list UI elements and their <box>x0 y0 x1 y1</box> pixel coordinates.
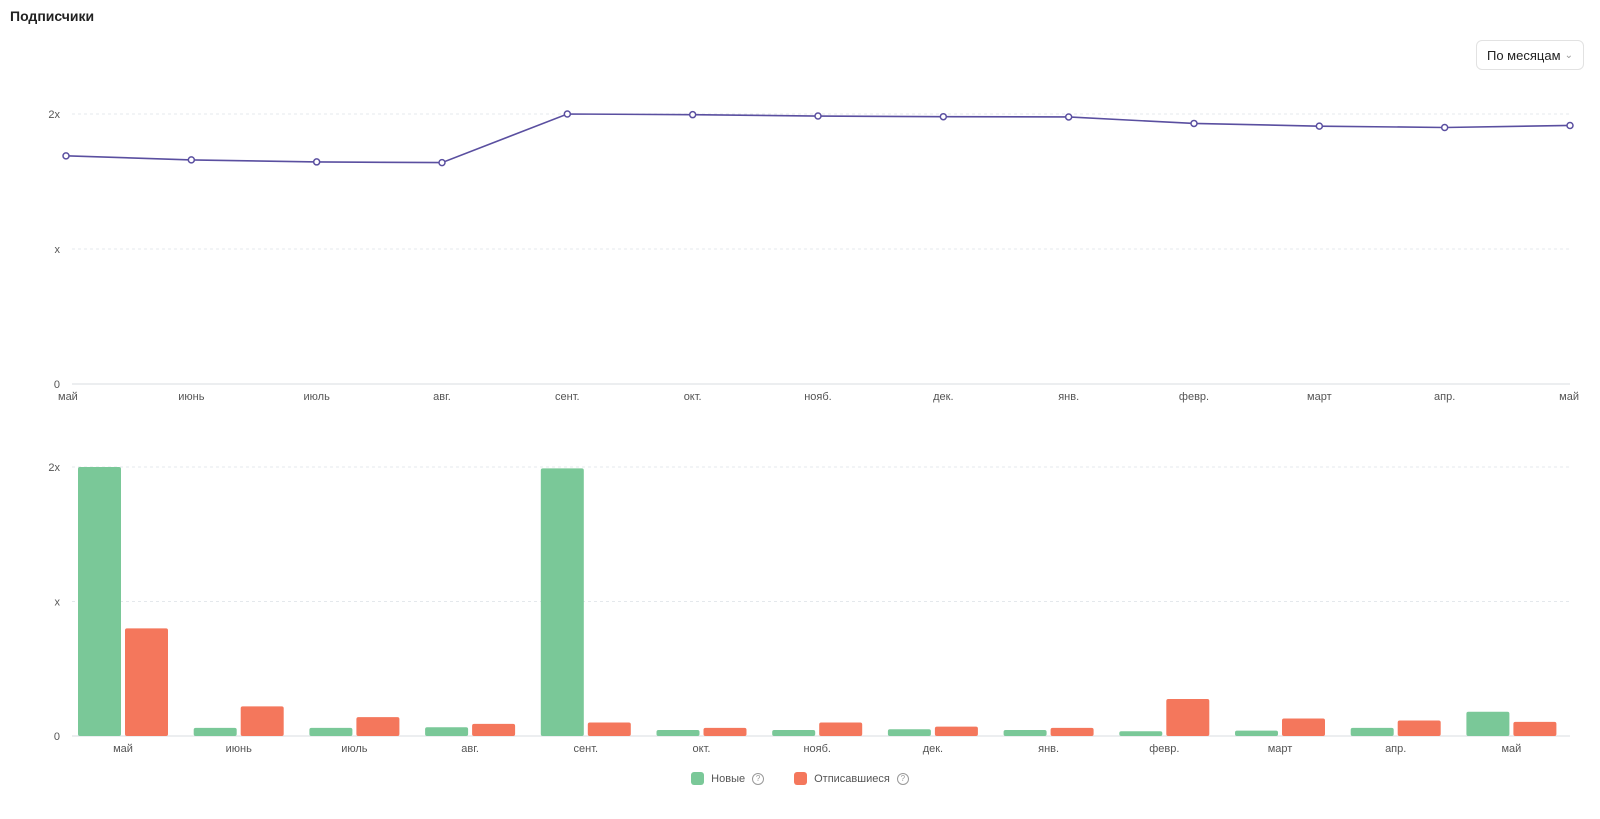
bar-unsub <box>356 717 400 736</box>
line-point <box>563 110 572 118</box>
question-circle-icon[interactable]: ? <box>896 772 909 785</box>
bar-new <box>309 727 353 736</box>
bar-new <box>656 729 700 736</box>
bar-x-tick-label: июль <box>341 743 368 755</box>
legend-label-unsub: Отписавшиеся <box>814 772 890 785</box>
bar-new <box>1466 711 1510 736</box>
bar-unsub <box>703 727 747 736</box>
bar-new <box>887 729 931 736</box>
line-point <box>1190 119 1198 128</box>
line-x-tick-label: март <box>1307 391 1332 403</box>
line-point <box>1440 123 1449 132</box>
chevron-down-icon: ⌄ <box>1564 49 1573 61</box>
line-point <box>939 112 948 121</box>
line-point <box>688 110 697 119</box>
bar-unsub <box>1050 727 1094 736</box>
bar-unsub <box>587 722 631 736</box>
line-x-tick-label: янв. <box>1058 391 1079 403</box>
line-point <box>1315 122 1324 130</box>
bar-x-tick-label: февр. <box>1149 743 1179 755</box>
bar-new <box>772 729 816 736</box>
bar-x-tick-label: нояб. <box>803 743 831 755</box>
line-x-tick-label: май <box>58 391 78 403</box>
legend-label-new: Новые <box>711 772 746 785</box>
bar-new <box>1119 731 1163 736</box>
line-y-tick-label: x <box>55 244 61 256</box>
line-x-tick-label: июнь <box>178 391 204 403</box>
line-point <box>187 156 196 164</box>
line-x-tick-label: февр. <box>1179 391 1209 403</box>
bar-x-tick-label: сент. <box>574 743 599 755</box>
bar-x-tick-label: апр. <box>1385 743 1406 755</box>
bar-new <box>425 727 469 736</box>
line-x-tick-label: нояб. <box>804 391 832 403</box>
bar-y-tick-label: 0 <box>54 731 60 743</box>
line-y-tick-label: 2x <box>48 109 60 121</box>
bar-x-tick-label: дек. <box>923 743 943 755</box>
bar-x-tick-label: март <box>1268 743 1293 755</box>
line-x-tick-label: июль <box>304 391 331 403</box>
period-select[interactable]: По месяцам ⌄ <box>1476 40 1584 70</box>
bar-x-tick-label: янв. <box>1038 743 1059 755</box>
legend-swatch-unsub <box>794 772 808 785</box>
bar-x-tick-label: авг. <box>461 743 479 755</box>
bar-x-tick-label: май <box>113 743 133 755</box>
legend-item-unsub[interactable]: Отписавшиеся ? <box>794 772 909 785</box>
line-x-tick-label: май <box>1559 391 1579 403</box>
bar-unsub <box>1513 721 1557 736</box>
subscribers-charts: 0 x 2x май июнь июль авг. сент. окт. нояб. дек. янв… <box>48 109 1579 755</box>
chart-legend: Новые ? Отписавшиеся ? <box>0 772 1600 785</box>
line-point <box>438 158 446 167</box>
bar-new <box>1350 727 1394 736</box>
bar-y-tick-label: 2x <box>48 462 60 474</box>
legend-swatch-new <box>691 772 705 785</box>
bar-unsub <box>1397 720 1441 736</box>
bar-unsub <box>819 722 863 736</box>
bar-y-tick-label: x <box>55 597 61 609</box>
bar-unsub <box>934 726 978 736</box>
bar-x-tick-label: июнь <box>226 743 252 755</box>
line-y-tick-label: 0 <box>54 379 60 391</box>
line-point <box>814 112 822 120</box>
line-point <box>312 158 321 166</box>
bar-new <box>193 727 237 736</box>
line-x-tick-label: апр. <box>1434 391 1455 403</box>
bar-unsub <box>240 706 284 736</box>
bar-unsub <box>1166 699 1210 736</box>
bar-new <box>78 467 121 736</box>
line-point <box>1064 113 1073 121</box>
bar-x-tick-label: май <box>1501 743 1521 755</box>
bar-unsub <box>472 723 516 736</box>
period-select-value: По месяцам <box>1487 47 1561 63</box>
bar-unsub <box>1282 718 1325 736</box>
bar-x-tick-label: окт. <box>693 743 711 755</box>
line-x-tick-label: окт. <box>684 391 702 403</box>
line-point <box>62 152 70 160</box>
bar-new <box>1235 730 1278 736</box>
line-x-tick-label: сент. <box>555 391 580 403</box>
question-circle-icon[interactable]: ? <box>752 772 765 785</box>
bar-unsub <box>125 628 168 736</box>
line-x-tick-label: дек. <box>933 391 953 403</box>
bar-new <box>540 468 584 736</box>
bar-new <box>1003 729 1047 736</box>
line-x-tick-label: авг. <box>433 391 451 403</box>
legend-item-new[interactable]: Новые ? <box>691 772 765 785</box>
page-title: Подписчики <box>10 8 95 24</box>
line-point <box>1566 121 1574 130</box>
line-series <box>65 113 1571 164</box>
